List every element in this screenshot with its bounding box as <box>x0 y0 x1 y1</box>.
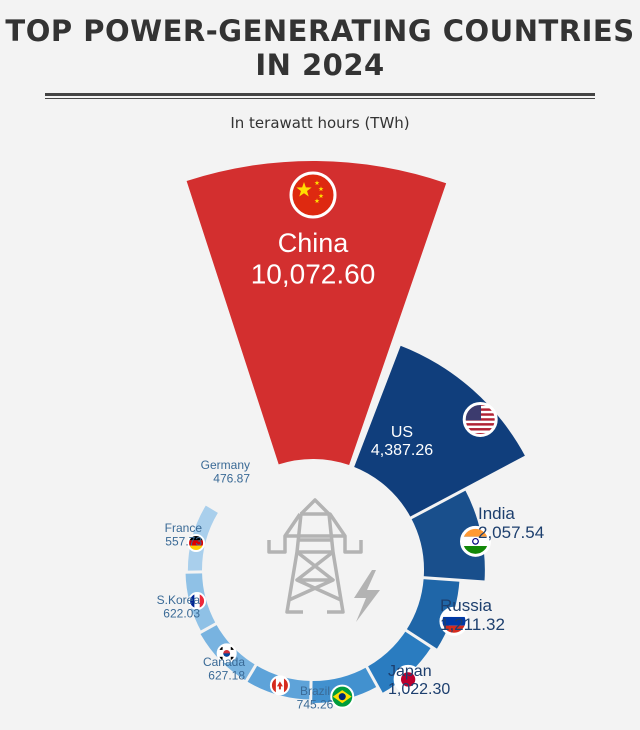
slice-separator <box>351 185 462 468</box>
bar-us <box>352 345 526 518</box>
slice-separator <box>197 622 218 636</box>
value-label: 2,057.54 <box>478 523 544 542</box>
title-line-1: TOP POWER-GENERATING COUNTRIES <box>5 14 635 48</box>
category-label: Canada <box>203 655 245 669</box>
value-label: 745.26 <box>297 697 334 711</box>
category-label: China <box>278 228 350 258</box>
south-korea-flag-icon <box>216 643 237 664</box>
france-flag-icon <box>188 592 207 611</box>
category-label: France <box>165 521 203 535</box>
value-label: 476.87 <box>213 471 250 485</box>
value-label: 557.73 <box>165 534 202 548</box>
category-label: Russia <box>440 596 493 615</box>
value-label: 4,387.26 <box>371 442 433 459</box>
bar-india <box>411 489 485 582</box>
label-us: US4,387.26 <box>371 424 433 459</box>
title-divider-thin <box>45 98 595 99</box>
slice-separator <box>409 454 529 520</box>
category-label: India <box>478 504 515 523</box>
russia-flag-icon <box>439 606 469 636</box>
brazil-flag-icon <box>330 684 355 709</box>
category-label: US <box>391 424 413 441</box>
india-flag-icon <box>459 525 491 557</box>
value-label: 627.18 <box>208 668 245 682</box>
slice-separator <box>422 576 487 584</box>
lightning-bolt-icon <box>354 570 380 622</box>
title-line-2: IN 2024 <box>255 48 385 82</box>
title-divider <box>45 93 595 96</box>
japan-flag-icon <box>393 664 423 694</box>
canada-flag-icon <box>269 675 290 696</box>
value-label: 1,211.32 <box>440 615 505 634</box>
germany-flag-icon <box>187 534 206 553</box>
chart-subtitle: In terawatt hours (TWh) <box>230 114 410 132</box>
category-label: S.Korea <box>157 593 201 607</box>
bar-china <box>186 161 447 466</box>
slice-separator <box>404 628 439 653</box>
us-flag-icon <box>462 401 498 437</box>
chart-title: TOP POWER-GENERATING COUNTRIES IN 2024 <box>0 14 640 82</box>
bar-japan <box>366 630 432 694</box>
value-label: 1,022.30 <box>388 681 450 698</box>
category-label: Japan <box>388 663 432 680</box>
slice-separator <box>365 665 384 697</box>
value-label: 622.03 <box>163 606 200 620</box>
transmission-tower-icon <box>267 498 363 614</box>
category-label: Germany <box>201 458 250 472</box>
center-circle <box>203 460 423 680</box>
category-label: Brazil <box>300 684 330 698</box>
china-flag-icon <box>289 171 337 219</box>
value-label: 10,072.60 <box>251 258 376 289</box>
slice-separator <box>243 663 258 684</box>
